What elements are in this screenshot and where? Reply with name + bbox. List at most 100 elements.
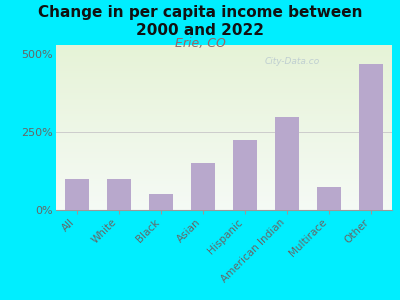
Bar: [56, 161, 392, 162]
Bar: [56, 89, 392, 90]
Bar: [108, 179, 130, 210]
Bar: [56, 112, 392, 113]
Bar: [56, 51, 392, 52]
Bar: [56, 109, 392, 110]
Bar: [56, 164, 392, 165]
Bar: [56, 86, 392, 87]
Bar: [56, 61, 392, 62]
Bar: [56, 171, 392, 172]
Bar: [56, 166, 392, 167]
Bar: [56, 81, 392, 82]
Bar: [56, 92, 392, 93]
Bar: [56, 110, 392, 111]
Bar: [56, 204, 392, 205]
Bar: [56, 169, 392, 170]
Bar: [56, 159, 392, 160]
Bar: [56, 131, 392, 132]
Bar: [56, 52, 392, 53]
Bar: [56, 123, 392, 124]
Bar: [56, 60, 392, 61]
Bar: [56, 107, 392, 108]
Bar: [56, 78, 392, 79]
Bar: [56, 127, 392, 128]
Bar: [56, 143, 392, 144]
Bar: [56, 53, 392, 54]
Bar: [56, 88, 392, 89]
Bar: [56, 59, 392, 60]
Bar: [56, 139, 392, 140]
Bar: [56, 54, 392, 55]
Bar: [56, 48, 392, 49]
Bar: [56, 150, 392, 151]
Bar: [56, 186, 392, 187]
Bar: [56, 175, 392, 176]
Bar: [56, 145, 392, 146]
Bar: [56, 121, 392, 122]
Bar: [56, 142, 392, 143]
Bar: [56, 155, 392, 156]
Bar: [56, 185, 392, 186]
Bar: [56, 180, 392, 181]
Bar: [360, 64, 382, 210]
Bar: [56, 99, 392, 100]
Bar: [56, 182, 392, 183]
Text: Erie, CO: Erie, CO: [174, 38, 226, 50]
Bar: [56, 102, 392, 103]
Bar: [56, 114, 392, 115]
Bar: [56, 66, 392, 67]
Bar: [56, 167, 392, 168]
Bar: [56, 82, 392, 83]
Bar: [56, 76, 392, 77]
Bar: [56, 70, 392, 71]
Bar: [56, 105, 392, 106]
Bar: [56, 209, 392, 210]
Bar: [56, 120, 392, 121]
Bar: [56, 198, 392, 199]
Bar: [56, 98, 392, 99]
Bar: [56, 64, 392, 65]
Bar: [56, 56, 392, 57]
Bar: [56, 160, 392, 161]
Bar: [56, 95, 392, 96]
Bar: [56, 208, 392, 209]
Bar: [56, 151, 392, 152]
Bar: [56, 85, 392, 86]
Bar: [56, 74, 392, 75]
Bar: [56, 122, 392, 123]
Bar: [56, 195, 392, 196]
Bar: [56, 203, 392, 204]
Bar: [56, 58, 392, 59]
Bar: [56, 178, 392, 179]
Bar: [56, 101, 392, 102]
Bar: [56, 183, 392, 184]
Bar: [56, 196, 392, 197]
Bar: [56, 126, 392, 127]
Bar: [56, 69, 392, 70]
Bar: [56, 100, 392, 101]
Bar: [56, 136, 392, 137]
Bar: [56, 97, 392, 98]
Bar: [56, 168, 392, 169]
Bar: [56, 85, 392, 86]
Bar: [56, 67, 392, 68]
Bar: [56, 137, 392, 138]
Bar: [56, 206, 392, 207]
Bar: [56, 202, 392, 203]
Bar: [56, 163, 392, 164]
Bar: [56, 77, 392, 78]
Bar: [56, 73, 392, 74]
Bar: [56, 91, 392, 92]
Bar: [56, 199, 392, 200]
Bar: [234, 140, 256, 210]
Bar: [56, 144, 392, 145]
Bar: [56, 169, 392, 170]
Bar: [56, 194, 392, 195]
Bar: [56, 115, 392, 116]
Bar: [56, 177, 392, 178]
Bar: [56, 104, 392, 105]
Bar: [66, 179, 88, 210]
Bar: [56, 93, 392, 94]
Bar: [150, 194, 172, 210]
Bar: [56, 63, 392, 64]
Bar: [56, 128, 392, 129]
